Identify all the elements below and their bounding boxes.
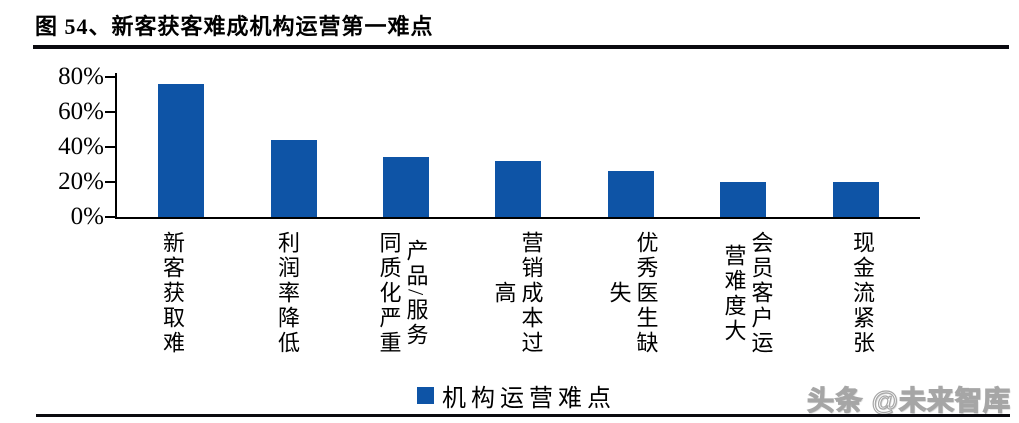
legend-swatch (417, 387, 434, 404)
y-tick-label: 0% (70, 203, 104, 230)
title-underline (33, 45, 1009, 49)
bar (158, 84, 205, 217)
x-axis-label: 产品/服务同质化严重 (376, 231, 429, 356)
legend: 机构运营难点 (115, 378, 918, 413)
bar (495, 161, 542, 217)
bar-series (117, 73, 920, 217)
x-axis-label: 利润率降低 (275, 231, 300, 356)
x-axis-label: 优秀医生缺失 (606, 231, 659, 356)
bar (720, 182, 767, 217)
y-tick-label: 40% (58, 133, 104, 160)
watermark: 头条 @未来智库 (807, 385, 1011, 416)
x-axis-labels: 新客获取难 利润率降低 产品/服务同质化严重 营销成本过高 优秀医生缺失 会员客户运营难度… (115, 230, 920, 362)
bottom-border (36, 414, 1010, 417)
y-tick-mark (105, 216, 115, 218)
y-tick-mark (105, 76, 115, 78)
x-label-slot: 新客获取难 (115, 230, 230, 362)
bar (270, 140, 317, 217)
bar (383, 157, 430, 217)
x-label-slot: 优秀医生缺失 (575, 230, 690, 362)
y-tick-label: 20% (58, 168, 104, 195)
y-tick-mark (105, 181, 115, 183)
y-tick-label: 80% (58, 63, 104, 90)
bar (832, 182, 879, 217)
bar (607, 171, 654, 217)
y-tick-mark (105, 111, 115, 113)
x-label-slot: 产品/服务同质化严重 (345, 230, 460, 362)
x-label-slot: 营销成本过高 (460, 230, 575, 362)
x-label-slot: 利润率降低 (230, 230, 345, 362)
x-axis-label: 新客获取难 (160, 231, 185, 356)
x-axis-label: 现金流紧张 (850, 231, 875, 356)
y-tick-label: 60% (58, 98, 104, 125)
legend-label: 机构运营难点 (442, 386, 616, 412)
x-label-slot: 会员客户运营难度大 (690, 230, 805, 362)
y-tick-mark (105, 146, 115, 148)
x-axis-label: 营销成本过高 (491, 231, 544, 356)
figure-title: 图 54、新客获客难成机构运营第一难点 (35, 14, 434, 39)
x-axis-label: 会员客户运营难度大 (721, 231, 774, 356)
plot-area (115, 73, 920, 219)
x-label-slot: 现金流紧张 (805, 230, 920, 362)
